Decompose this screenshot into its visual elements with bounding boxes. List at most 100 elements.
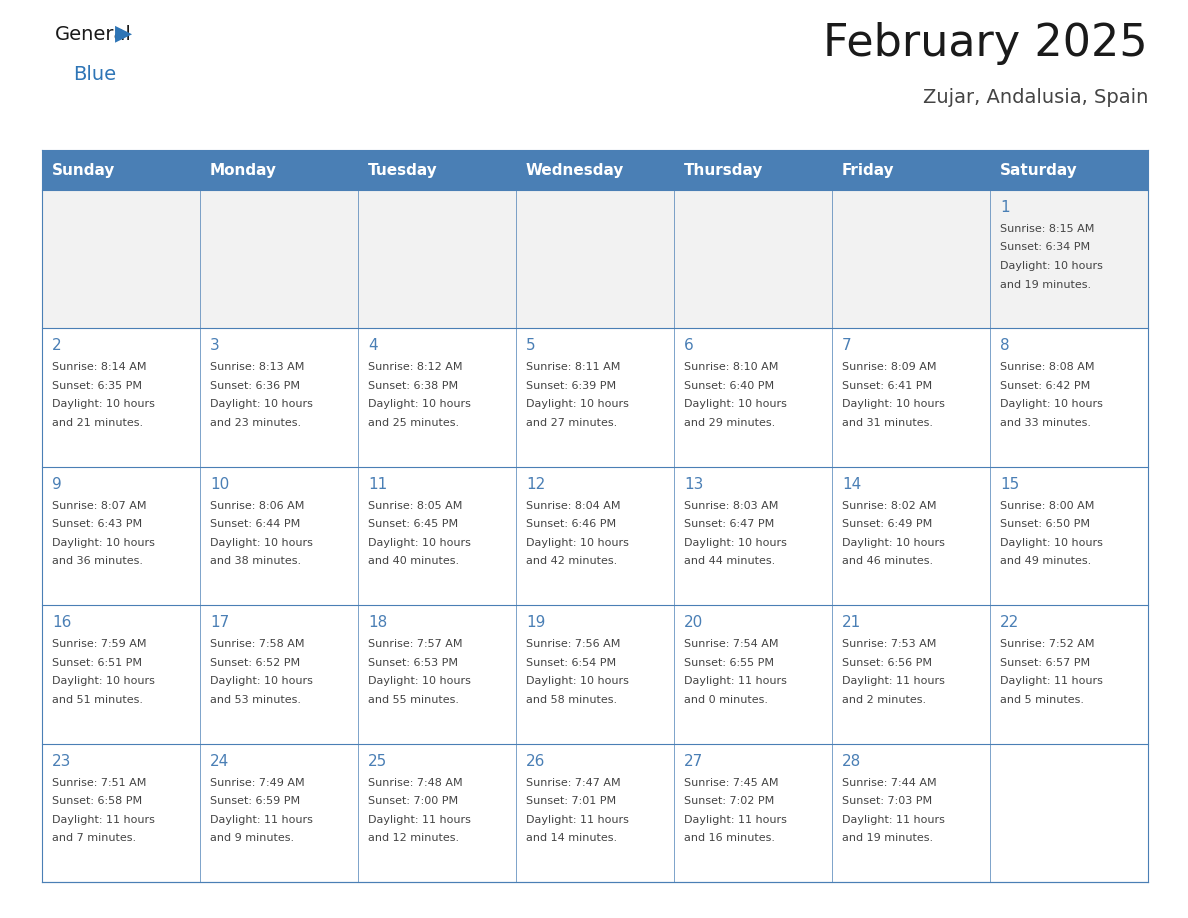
Text: Daylight: 10 hours: Daylight: 10 hours bbox=[52, 538, 154, 548]
Text: Daylight: 10 hours: Daylight: 10 hours bbox=[526, 677, 628, 686]
Text: 23: 23 bbox=[52, 754, 71, 768]
Text: Sunrise: 7:54 AM: Sunrise: 7:54 AM bbox=[684, 639, 778, 649]
Bar bbox=[42, 190, 200, 329]
Text: Sunrise: 8:14 AM: Sunrise: 8:14 AM bbox=[52, 363, 146, 373]
Text: and 55 minutes.: and 55 minutes. bbox=[368, 695, 459, 705]
Text: and 14 minutes.: and 14 minutes. bbox=[526, 834, 617, 843]
Text: Sunrise: 8:05 AM: Sunrise: 8:05 AM bbox=[368, 501, 462, 510]
Bar bbox=[516, 605, 674, 744]
Text: and 53 minutes.: and 53 minutes. bbox=[210, 695, 301, 705]
Bar bbox=[358, 744, 516, 882]
Bar bbox=[200, 329, 358, 466]
Text: Sunset: 6:40 PM: Sunset: 6:40 PM bbox=[684, 381, 775, 391]
Text: Sunset: 6:43 PM: Sunset: 6:43 PM bbox=[52, 520, 143, 530]
Text: Daylight: 11 hours: Daylight: 11 hours bbox=[1000, 677, 1102, 686]
Text: Sunrise: 8:11 AM: Sunrise: 8:11 AM bbox=[526, 363, 620, 373]
Text: 18: 18 bbox=[368, 615, 387, 630]
Text: February 2025: February 2025 bbox=[823, 22, 1148, 65]
Bar bbox=[990, 466, 1148, 605]
Text: Sunset: 6:50 PM: Sunset: 6:50 PM bbox=[1000, 520, 1091, 530]
Bar bbox=[358, 605, 516, 744]
Text: Sunset: 6:41 PM: Sunset: 6:41 PM bbox=[842, 381, 933, 391]
Text: 20: 20 bbox=[684, 615, 703, 630]
Text: Sunrise: 7:56 AM: Sunrise: 7:56 AM bbox=[526, 639, 620, 649]
Text: Sunrise: 8:00 AM: Sunrise: 8:00 AM bbox=[1000, 501, 1094, 510]
Text: and 12 minutes.: and 12 minutes. bbox=[368, 834, 459, 843]
Text: Sunrise: 8:15 AM: Sunrise: 8:15 AM bbox=[1000, 224, 1094, 234]
Text: Daylight: 10 hours: Daylight: 10 hours bbox=[1000, 261, 1102, 271]
Text: Sunrise: 7:52 AM: Sunrise: 7:52 AM bbox=[1000, 639, 1094, 649]
Bar bbox=[990, 190, 1148, 329]
Bar bbox=[832, 605, 990, 744]
Bar bbox=[990, 744, 1148, 882]
Text: Sunset: 7:03 PM: Sunset: 7:03 PM bbox=[842, 796, 933, 806]
Text: Sunset: 6:42 PM: Sunset: 6:42 PM bbox=[1000, 381, 1091, 391]
Text: Saturday: Saturday bbox=[1000, 162, 1078, 177]
Text: 24: 24 bbox=[210, 754, 229, 768]
Text: and 33 minutes.: and 33 minutes. bbox=[1000, 418, 1091, 428]
Text: 14: 14 bbox=[842, 476, 861, 492]
Bar bbox=[200, 466, 358, 605]
Text: and 49 minutes.: and 49 minutes. bbox=[1000, 556, 1092, 566]
Bar bbox=[990, 329, 1148, 466]
Bar bbox=[358, 466, 516, 605]
Text: 15: 15 bbox=[1000, 476, 1019, 492]
Bar bbox=[200, 744, 358, 882]
Text: Sunrise: 7:53 AM: Sunrise: 7:53 AM bbox=[842, 639, 936, 649]
Text: Daylight: 11 hours: Daylight: 11 hours bbox=[842, 814, 944, 824]
Bar bbox=[516, 466, 674, 605]
Bar bbox=[516, 744, 674, 882]
Text: Daylight: 11 hours: Daylight: 11 hours bbox=[684, 677, 786, 686]
Text: Zujar, Andalusia, Spain: Zujar, Andalusia, Spain bbox=[923, 88, 1148, 107]
Text: Daylight: 10 hours: Daylight: 10 hours bbox=[52, 677, 154, 686]
Text: Daylight: 10 hours: Daylight: 10 hours bbox=[210, 399, 312, 409]
Bar bbox=[674, 190, 832, 329]
Text: 22: 22 bbox=[1000, 615, 1019, 630]
Text: Monday: Monday bbox=[210, 162, 277, 177]
Text: Sunset: 6:58 PM: Sunset: 6:58 PM bbox=[52, 796, 143, 806]
Text: Sunrise: 8:07 AM: Sunrise: 8:07 AM bbox=[52, 501, 146, 510]
Bar bbox=[516, 190, 674, 329]
Text: Tuesday: Tuesday bbox=[368, 162, 437, 177]
Text: Sunrise: 8:03 AM: Sunrise: 8:03 AM bbox=[684, 501, 778, 510]
Bar bbox=[358, 190, 516, 329]
Text: Daylight: 10 hours: Daylight: 10 hours bbox=[1000, 538, 1102, 548]
Text: Daylight: 11 hours: Daylight: 11 hours bbox=[210, 814, 312, 824]
Bar bbox=[832, 329, 990, 466]
Text: Sunrise: 8:13 AM: Sunrise: 8:13 AM bbox=[210, 363, 304, 373]
Text: Sunset: 6:34 PM: Sunset: 6:34 PM bbox=[1000, 242, 1091, 252]
Text: and 9 minutes.: and 9 minutes. bbox=[210, 834, 295, 843]
Text: Daylight: 10 hours: Daylight: 10 hours bbox=[526, 538, 628, 548]
Text: Daylight: 10 hours: Daylight: 10 hours bbox=[368, 677, 470, 686]
Text: Daylight: 11 hours: Daylight: 11 hours bbox=[526, 814, 628, 824]
Text: 12: 12 bbox=[526, 476, 545, 492]
Text: Daylight: 10 hours: Daylight: 10 hours bbox=[684, 538, 786, 548]
Text: Sunset: 6:59 PM: Sunset: 6:59 PM bbox=[210, 796, 301, 806]
Text: 8: 8 bbox=[1000, 339, 1010, 353]
Text: Sunrise: 7:59 AM: Sunrise: 7:59 AM bbox=[52, 639, 146, 649]
Bar bbox=[200, 190, 358, 329]
Text: Sunrise: 8:09 AM: Sunrise: 8:09 AM bbox=[842, 363, 936, 373]
Bar bbox=[200, 605, 358, 744]
Text: Sunset: 6:38 PM: Sunset: 6:38 PM bbox=[368, 381, 459, 391]
Text: and 19 minutes.: and 19 minutes. bbox=[1000, 279, 1091, 289]
Text: Sunset: 6:56 PM: Sunset: 6:56 PM bbox=[842, 657, 933, 667]
Text: and 16 minutes.: and 16 minutes. bbox=[684, 834, 775, 843]
Text: Sunset: 6:52 PM: Sunset: 6:52 PM bbox=[210, 657, 301, 667]
Text: 7: 7 bbox=[842, 339, 852, 353]
Text: Daylight: 11 hours: Daylight: 11 hours bbox=[842, 677, 944, 686]
Bar bbox=[832, 190, 990, 329]
Text: Daylight: 10 hours: Daylight: 10 hours bbox=[842, 538, 944, 548]
Text: Sunset: 6:49 PM: Sunset: 6:49 PM bbox=[842, 520, 933, 530]
Text: Daylight: 10 hours: Daylight: 10 hours bbox=[210, 677, 312, 686]
Text: Daylight: 10 hours: Daylight: 10 hours bbox=[684, 399, 786, 409]
Text: Sunrise: 8:02 AM: Sunrise: 8:02 AM bbox=[842, 501, 936, 510]
Bar bbox=[42, 744, 200, 882]
Text: and 27 minutes.: and 27 minutes. bbox=[526, 418, 618, 428]
Bar bbox=[42, 605, 200, 744]
Text: Sunset: 6:35 PM: Sunset: 6:35 PM bbox=[52, 381, 143, 391]
Text: Sunrise: 8:08 AM: Sunrise: 8:08 AM bbox=[1000, 363, 1094, 373]
Text: and 7 minutes.: and 7 minutes. bbox=[52, 834, 137, 843]
Text: Daylight: 11 hours: Daylight: 11 hours bbox=[52, 814, 154, 824]
Text: Daylight: 11 hours: Daylight: 11 hours bbox=[684, 814, 786, 824]
